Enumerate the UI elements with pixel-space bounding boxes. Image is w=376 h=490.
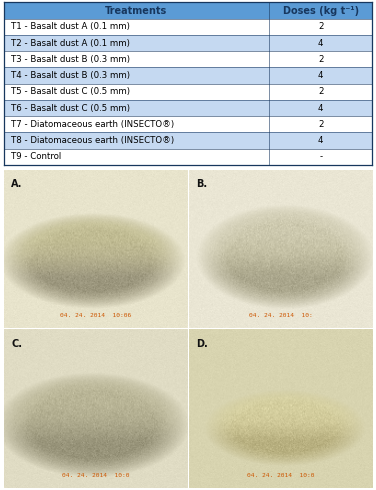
Bar: [4, 84, 372, 100]
Text: T8 - Diatomaceous earth (INSECTO®): T8 - Diatomaceous earth (INSECTO®): [11, 136, 174, 145]
Text: 4: 4: [318, 39, 323, 48]
Text: 04. 24. 2014  10:06: 04. 24. 2014 10:06: [60, 314, 131, 318]
Text: 4: 4: [318, 136, 323, 145]
Text: 2: 2: [318, 23, 323, 31]
Text: T1 - Basalt dust A (0.1 mm): T1 - Basalt dust A (0.1 mm): [11, 23, 130, 31]
Text: T4 - Basalt dust B (0.3 mm): T4 - Basalt dust B (0.3 mm): [11, 71, 130, 80]
Text: T6 - Basalt dust C (0.5 mm): T6 - Basalt dust C (0.5 mm): [11, 103, 130, 113]
Bar: [4, 51, 372, 68]
Text: 04. 24. 2014  10:0: 04. 24. 2014 10:0: [247, 473, 314, 478]
Text: D.: D.: [196, 339, 208, 349]
Text: 2: 2: [318, 120, 323, 129]
Text: A.: A.: [11, 179, 23, 189]
Text: 4: 4: [318, 103, 323, 113]
Bar: [4, 149, 372, 165]
Bar: [4, 35, 372, 51]
Text: T5 - Basalt dust C (0.5 mm): T5 - Basalt dust C (0.5 mm): [11, 87, 130, 97]
Text: 4: 4: [318, 71, 323, 80]
Text: 2: 2: [318, 87, 323, 97]
Bar: [4, 2, 372, 19]
Text: Treatments: Treatments: [105, 5, 168, 16]
Text: 04. 24. 2014  10:: 04. 24. 2014 10:: [249, 314, 312, 318]
Text: -: -: [319, 152, 322, 161]
Text: T7 - Diatomaceous earth (INSECTO®): T7 - Diatomaceous earth (INSECTO®): [11, 120, 174, 129]
Bar: [4, 19, 372, 35]
Bar: [4, 68, 372, 84]
Bar: [4, 100, 372, 116]
Text: C.: C.: [11, 339, 22, 349]
Text: T2 - Basalt dust A (0.1 mm): T2 - Basalt dust A (0.1 mm): [11, 39, 130, 48]
Text: 04. 24. 2014  10:0: 04. 24. 2014 10:0: [62, 473, 129, 478]
Text: B.: B.: [196, 179, 208, 189]
Text: Doses (kg t⁻¹): Doses (kg t⁻¹): [283, 5, 359, 16]
Bar: [4, 132, 372, 149]
Text: T9 - Control: T9 - Control: [11, 152, 61, 161]
Text: T3 - Basalt dust B (0.3 mm): T3 - Basalt dust B (0.3 mm): [11, 55, 130, 64]
Bar: [4, 116, 372, 132]
Text: 2: 2: [318, 55, 323, 64]
